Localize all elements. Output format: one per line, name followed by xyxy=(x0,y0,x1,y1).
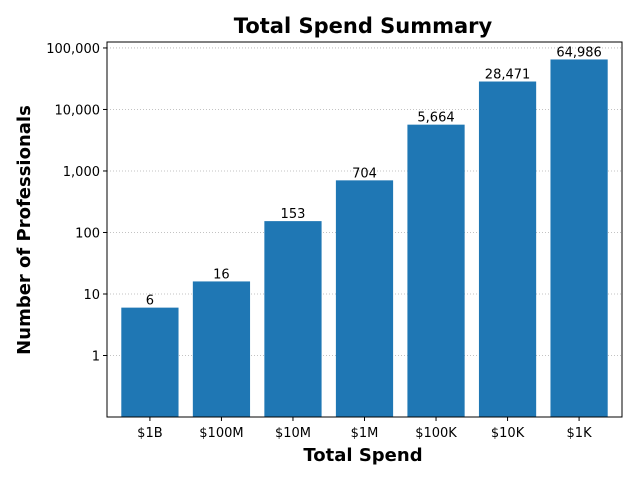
bar xyxy=(192,281,251,417)
bar-value-label: 28,471 xyxy=(485,68,531,83)
y-axis-ticks: 1 10 100 1,000 10,000 100,000 xyxy=(46,42,107,364)
bar xyxy=(478,81,537,417)
bar xyxy=(121,307,179,417)
bar xyxy=(264,221,322,417)
bar xyxy=(335,180,394,417)
bar-value-label: 153 xyxy=(281,207,306,222)
data-labels: 6 16 153 704 5,664 28,471 64,986 xyxy=(146,45,602,308)
x-tick-label: $1M xyxy=(351,426,379,441)
bar-value-label: 5,664 xyxy=(417,111,454,126)
y-tick-label: 1,000 xyxy=(63,165,100,180)
bar-value-label: 6 xyxy=(146,294,154,309)
x-tick-label: $100M xyxy=(199,426,243,441)
y-tick-label: 10,000 xyxy=(55,103,101,118)
bar xyxy=(550,59,608,417)
chart-title: Total Spend Summary xyxy=(234,14,493,38)
bar-value-label: 64,986 xyxy=(556,45,602,60)
y-tick-label: 100 xyxy=(75,226,100,241)
y-axis-title: Number of Professionals xyxy=(14,105,35,355)
bar-value-label: 16 xyxy=(213,267,230,282)
y-tick-label: 100,000 xyxy=(46,42,100,57)
x-tick-label: $1B xyxy=(137,426,162,441)
x-tick-label: $10M xyxy=(275,426,311,441)
x-tick-label: $100K xyxy=(415,426,457,441)
x-axis-title: Total Spend xyxy=(303,445,422,466)
x-tick-label: $10K xyxy=(491,426,525,441)
y-tick-label: 1 xyxy=(92,349,100,364)
x-tick-label: $1K xyxy=(567,426,593,441)
bar-value-label: 704 xyxy=(352,166,377,181)
bars xyxy=(121,59,608,418)
y-tick-label: 10 xyxy=(83,288,100,303)
bar xyxy=(407,124,465,418)
x-axis-ticks: $1B $100M $10M $1M $100K $10K $1K xyxy=(137,417,592,441)
